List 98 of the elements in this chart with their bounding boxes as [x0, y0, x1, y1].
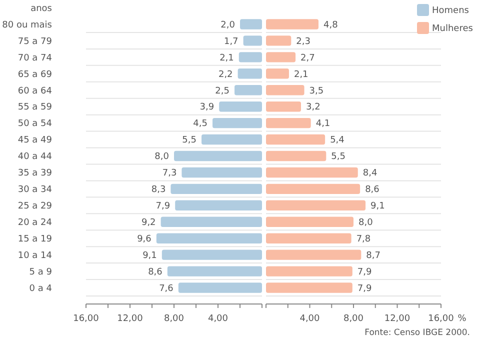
- bar: [174, 150, 262, 162]
- bar: [266, 118, 311, 128]
- data-label: 8,0: [358, 218, 374, 228]
- data-label: 7,9: [357, 267, 372, 278]
- data-label: 5,5: [182, 136, 196, 146]
- y-tick-label: 30 a 34: [18, 185, 52, 196]
- y-tick-label: 15 a 19: [18, 234, 52, 245]
- data-label: 3,2: [306, 102, 320, 113]
- y-tick-label: 25 a 29: [18, 202, 52, 212]
- bar: [178, 282, 262, 293]
- data-label: 7,9: [357, 284, 372, 294]
- x-tick-label: 12,00: [117, 314, 144, 324]
- data-label: 8,3: [151, 185, 166, 196]
- data-label: 8,6: [365, 185, 380, 196]
- data-label: 1,7: [224, 36, 238, 47]
- y-tick-label: 50 a 54: [18, 119, 52, 130]
- bar: [266, 184, 360, 194]
- y-tick-label: 60 a 64: [18, 86, 52, 96]
- x-tick-label: 4,00: [208, 314, 228, 324]
- data-label: 7,3: [162, 168, 177, 179]
- bar: [219, 101, 262, 112]
- data-label: 8,7: [366, 250, 380, 261]
- bar: [243, 36, 262, 46]
- data-label: 2,1: [294, 70, 308, 80]
- y-tick-label: 40 a 44: [18, 152, 52, 162]
- data-label: 7,8: [356, 234, 371, 245]
- legend-label: Mulheres: [432, 24, 474, 34]
- data-label: 2,2: [218, 70, 233, 80]
- data-label: 5,5: [331, 152, 346, 162]
- x-tick-label: 4,00: [300, 314, 320, 324]
- y-tick-label: 35 a 39: [18, 168, 52, 179]
- y-tick-label: 20 a 24: [18, 218, 52, 228]
- bar: [156, 233, 262, 244]
- data-label: 2,1: [220, 53, 234, 64]
- bar: [170, 184, 262, 194]
- x-tick-label: 8,00: [343, 314, 364, 324]
- y-tick-label: 10 a 14: [18, 250, 52, 261]
- bar: [266, 52, 296, 62]
- bar: [202, 134, 262, 145]
- data-label: 9,2: [141, 218, 156, 228]
- bar: [240, 19, 262, 30]
- data-label: 8,0: [154, 152, 170, 162]
- data-label: 9,1: [370, 202, 385, 212]
- bar: [175, 200, 262, 211]
- y-tick-label: 0 a 4: [29, 284, 52, 294]
- y-tick-label: 80 ou mais: [2, 20, 52, 30]
- data-label: 2,5: [215, 86, 230, 96]
- bar: [182, 167, 262, 178]
- data-label: 2,7: [300, 53, 315, 64]
- bar: [238, 68, 262, 79]
- data-label: 3,9: [200, 102, 214, 113]
- bar: [266, 282, 352, 293]
- bar: [212, 118, 262, 128]
- y-tick-label: 45 a 49: [18, 136, 52, 146]
- x-tick-label: 16,00: [428, 314, 454, 324]
- bar: [266, 150, 326, 162]
- bar: [266, 68, 289, 79]
- data-label: 3,5: [309, 86, 324, 96]
- y-axis-title: anos: [30, 4, 52, 14]
- bar: [234, 85, 262, 96]
- data-label: 2,0: [220, 20, 236, 30]
- x-axis-title: %: [458, 314, 467, 324]
- bar: [266, 101, 301, 112]
- data-label: 9,6: [137, 234, 152, 245]
- y-tick-label: 70 a 74: [18, 53, 52, 64]
- bar: [160, 216, 262, 227]
- bar: [266, 19, 318, 30]
- data-label: 7,6: [159, 284, 174, 294]
- bar: [266, 36, 292, 46]
- data-label: 4,5: [193, 119, 208, 130]
- x-tick-label: 8,00: [164, 314, 184, 324]
- y-tick-label: 5 a 9: [29, 267, 52, 278]
- y-tick-label: 55 a 59: [18, 102, 52, 113]
- bar: [266, 85, 304, 96]
- bar: [266, 167, 358, 178]
- data-label: 4,8: [324, 20, 338, 30]
- data-label: 9,1: [142, 250, 157, 261]
- bar: [266, 200, 366, 211]
- data-label: 8,6: [148, 267, 163, 278]
- bar: [266, 233, 352, 244]
- bar: [238, 52, 262, 62]
- data-label: 8,4: [362, 168, 378, 179]
- bar: [266, 134, 326, 145]
- data-label: 7,9: [156, 202, 170, 212]
- source-note: Fonte: Censo IBGE 2000.: [364, 328, 470, 338]
- y-tick-label: 75 a 79: [18, 36, 52, 47]
- data-label: 4,1: [316, 119, 330, 130]
- x-tick-label: 12,00: [384, 314, 410, 324]
- data-label: 2,3: [296, 36, 310, 47]
- bar: [266, 216, 354, 227]
- bar: [162, 250, 262, 260]
- bar: [167, 266, 262, 276]
- data-label: 5,4: [330, 136, 345, 146]
- legend-label: Homens: [432, 6, 470, 16]
- bar: [266, 266, 352, 276]
- x-tick-label: 16,00: [73, 314, 100, 324]
- y-tick-label: 65 a 69: [18, 70, 52, 80]
- bar: [266, 250, 362, 260]
